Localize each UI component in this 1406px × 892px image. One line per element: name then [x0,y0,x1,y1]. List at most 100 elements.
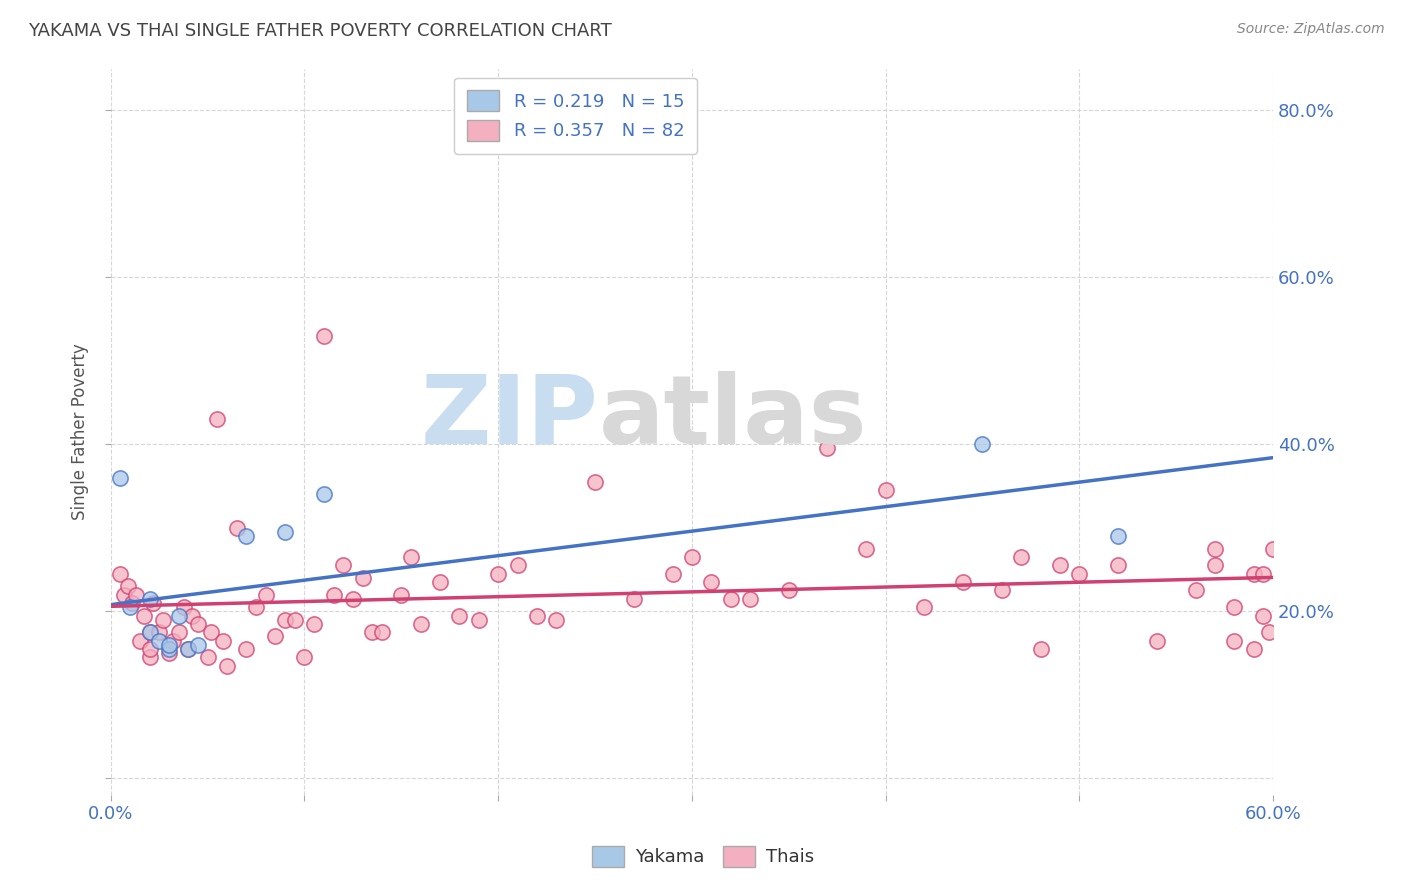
Point [138,625,160,640]
Point [138,625,160,640]
Point [546,613,568,627]
Point [506,558,529,573]
Point [235,641,257,656]
Point [332,558,354,573]
Point [294,650,316,665]
Point [738,591,761,606]
Point [1243,566,1265,581]
Point [148,633,170,648]
Point [274,613,297,627]
Point [120,600,142,615]
Point [1010,550,1032,565]
Point [157,646,180,660]
Point [200,625,222,640]
Point [1258,625,1281,640]
Point [117,579,139,593]
Point [235,529,257,543]
Point [778,583,800,598]
Text: YAKAMA VS THAI SINGLE FATHER POVERTY CORRELATION CHART: YAKAMA VS THAI SINGLE FATHER POVERTY COR… [28,22,612,40]
Point [661,566,683,581]
Point [1261,541,1284,556]
Point [177,641,200,656]
Point [371,625,394,640]
Point [1069,566,1091,581]
Point [121,596,143,610]
Point [312,328,335,343]
Point [1253,608,1275,623]
Point [215,658,238,673]
Point [110,471,132,485]
Point [681,550,703,565]
Text: Source: ZipAtlas.com: Source: ZipAtlas.com [1237,22,1385,37]
Point [197,650,219,665]
Point [142,596,165,610]
Point [284,613,307,627]
Point [148,625,170,640]
Point [1223,600,1246,615]
Point [264,629,287,643]
Point [700,575,723,590]
Point [112,588,135,602]
Point [875,483,897,498]
Point [1223,633,1246,648]
Point [157,641,180,656]
Point [1049,558,1071,573]
Point [187,616,209,631]
Point [187,638,209,652]
Point [312,487,335,501]
Point [225,521,247,535]
Point [1253,566,1275,581]
Point [162,633,184,648]
Point [361,625,384,640]
Legend: R = 0.219   N = 15, R = 0.357   N = 82: R = 0.219 N = 15, R = 0.357 N = 82 [454,78,697,153]
Point [207,412,229,426]
Point [1107,558,1129,573]
Point [138,591,160,606]
Point [429,575,451,590]
Point [991,583,1014,598]
Text: ZIP: ZIP [420,371,599,464]
Point [409,616,432,631]
Point [468,613,491,627]
Point [1107,529,1129,543]
Point [952,575,974,590]
Point [1204,541,1226,556]
Point [1204,558,1226,573]
Point [274,524,297,539]
Point [128,633,150,648]
Point [157,638,180,652]
Point [1184,583,1206,598]
Point [138,650,160,665]
Point [132,608,155,623]
Point [302,616,325,631]
Point [167,625,190,640]
Point [817,442,839,456]
Point [1029,641,1052,656]
Point [352,571,374,585]
Point [181,608,204,623]
Point [389,588,412,602]
Point [152,613,174,627]
Point [623,591,645,606]
Point [486,566,509,581]
Point [399,550,422,565]
Point [177,641,200,656]
Point [173,600,195,615]
Point [855,541,877,556]
Text: atlas: atlas [599,371,868,464]
Point [1243,641,1265,656]
Point [110,566,132,581]
Point [125,588,148,602]
Point [212,633,235,648]
Point [583,475,606,489]
Point [449,608,471,623]
Point [720,591,742,606]
Point [245,600,267,615]
Point [526,608,548,623]
Point [167,608,190,623]
Point [138,641,160,656]
Point [254,588,277,602]
Point [1146,633,1168,648]
Point [322,588,344,602]
Point [342,591,364,606]
